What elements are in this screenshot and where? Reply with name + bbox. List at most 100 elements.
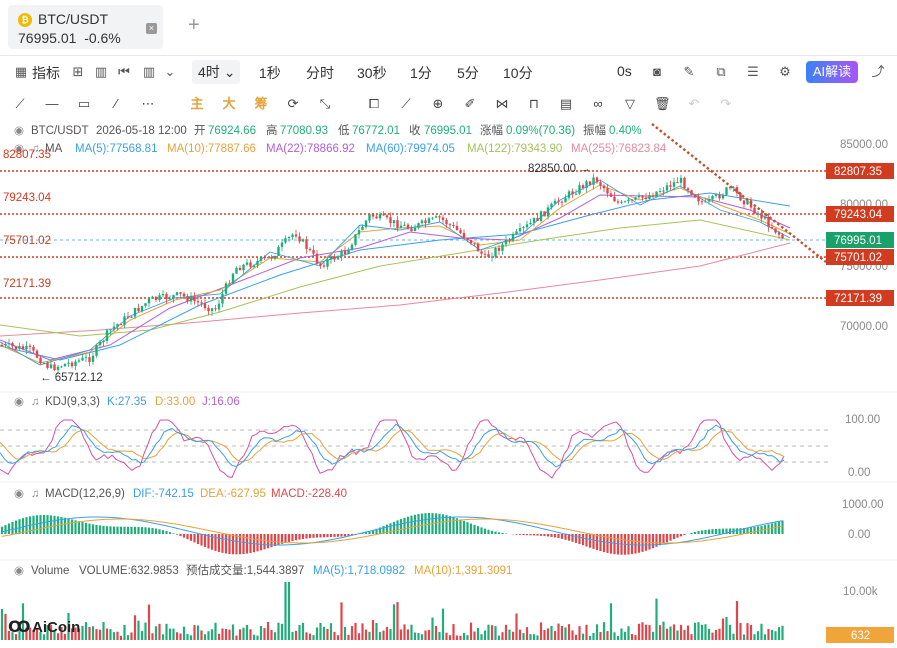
level-line-82807[interactable]: 82807.35 82807.35	[0, 149, 894, 179]
chart-area[interactable]: ◉ BTC/USDT 2026-05-18 12:00 开 76924.66 高…	[0, 118, 897, 648]
volume-bar	[382, 630, 385, 640]
add-tab-button[interactable]: +	[188, 14, 200, 36]
volume-name: Volume	[31, 565, 69, 577]
macd-bar	[252, 534, 256, 553]
volume-bar	[389, 628, 392, 640]
volume-bar	[280, 623, 284, 640]
period-1m[interactable]: 1分	[410, 65, 432, 81]
macd-bar	[487, 529, 490, 534]
brush-tool-icon[interactable]: ⁄	[114, 96, 118, 111]
macd-axis-label: 1000.00	[842, 499, 884, 511]
volume-bar	[350, 626, 354, 640]
eraser-icon[interactable]: ✐	[464, 96, 476, 111]
magnet-icon[interactable]: ⋈	[495, 96, 509, 111]
volume-bar	[210, 629, 214, 640]
volume-bar	[49, 625, 53, 640]
measure-icon[interactable]: ⤡	[319, 96, 331, 111]
zoom-in-icon[interactable]: ⊕	[432, 96, 444, 111]
period-selector[interactable]: 4时 ⌄	[192, 60, 240, 84]
macd-bar	[186, 534, 189, 540]
close-icon[interactable]: ×	[146, 23, 157, 34]
macd-bar	[438, 513, 441, 534]
list-icon[interactable]: ☰	[747, 64, 759, 79]
macd-bar	[39, 515, 42, 534]
period-1s[interactable]: 1秒	[259, 65, 281, 81]
trendline-tool-icon[interactable]: ⟋	[15, 96, 25, 111]
volume-bar	[469, 622, 473, 640]
kdj-axis-label: 0.00	[848, 467, 870, 479]
copy-icon[interactable]: ⧠	[368, 96, 380, 111]
refresh-icon[interactable]: ⟳	[287, 96, 299, 111]
bell-icon[interactable]: ♫	[31, 488, 40, 500]
period-timeline[interactable]: 分时	[306, 65, 334, 81]
eye-icon[interactable]: ◉	[14, 143, 24, 155]
volume-bar	[189, 635, 193, 640]
settings-icon[interactable]: ⚙	[779, 64, 791, 79]
main-header: ◉ BTC/USDT 2026-05-18 12:00 开 76924.66 高…	[14, 123, 642, 137]
volume-bar	[501, 632, 504, 640]
redo-icon[interactable]: ↷	[720, 96, 732, 111]
horizontal-line-tool-icon[interactable]: —	[45, 96, 59, 111]
candle-body	[361, 227, 364, 231]
downtrend-line[interactable]	[651, 123, 827, 263]
candle-body	[259, 257, 263, 261]
big-order-button[interactable]: 大	[222, 96, 236, 111]
camera-icon[interactable]: ◙	[653, 64, 661, 79]
more-tools-icon[interactable]: ⋯	[141, 96, 155, 111]
volume-bar	[588, 635, 592, 640]
eye-icon[interactable]: ◉	[14, 488, 24, 500]
indicators-button[interactable]: 指标	[32, 65, 60, 81]
filter-icon[interactable]: ▽	[625, 96, 635, 111]
volume-bar	[644, 624, 648, 640]
candle-body	[767, 216, 770, 227]
level-line-79243[interactable]: 79243.04 79243.04	[0, 192, 894, 222]
macd-bar	[329, 534, 333, 538]
grid-layout-icon[interactable]: ⊞	[72, 64, 84, 79]
volume-bar	[60, 626, 63, 640]
trend-chart-icon[interactable]: ⤴	[871, 64, 885, 79]
chart-type-icon[interactable]: ▥	[142, 64, 156, 79]
bell-icon[interactable]: ♫	[31, 143, 40, 155]
indicator-icon[interactable]: ▦	[14, 64, 28, 79]
volume-bar	[714, 629, 718, 640]
edit-icon[interactable]: ✎	[683, 64, 695, 79]
period-5m[interactable]: 5分	[457, 65, 479, 81]
period-30s[interactable]: 30秒	[357, 65, 387, 81]
eye-icon[interactable]: ◉	[14, 565, 24, 577]
level-line-72171[interactable]: 72171.39 72171.39	[0, 278, 894, 306]
volume-bar	[252, 634, 256, 640]
undo-icon[interactable]: ↶	[688, 96, 700, 111]
export-icon[interactable]: ⧉	[716, 64, 726, 79]
level-badge	[826, 163, 894, 179]
volume-bar	[518, 629, 522, 640]
macd-bar	[130, 526, 133, 534]
level-line-75701[interactable]: 75701.02 75701.02	[0, 235, 894, 265]
eye-icon[interactable]: ◉	[14, 125, 24, 137]
macd-bar	[217, 534, 221, 552]
candle-body	[424, 220, 427, 224]
level-label: 79243.04	[3, 192, 52, 204]
split-layout-icon[interactable]: ▥	[94, 64, 108, 79]
candle-body	[273, 256, 277, 259]
macd-bar	[193, 534, 196, 543]
replay-icon[interactable]: ⏮	[118, 64, 130, 79]
main-force-button[interactable]: 主	[190, 96, 204, 111]
notes-icon[interactable]: ▤	[559, 96, 573, 111]
volume-bar	[319, 622, 322, 640]
delete-icon[interactable]: 🗑	[654, 96, 671, 111]
link-icon[interactable]: ∞	[593, 96, 603, 111]
lock-icon[interactable]: ⊓	[528, 96, 540, 111]
ai-analysis-button[interactable]: AI解读	[806, 61, 858, 83]
bell-icon[interactable]: ♫	[31, 396, 40, 408]
chevron-down-icon[interactable]: ⌄	[164, 64, 176, 79]
symbol-tab[interactable]: ₿ BTC/USDT 76995.01 -0.6% ×	[8, 5, 163, 49]
candle-body	[445, 219, 448, 225]
period-10m[interactable]: 10分	[503, 65, 533, 81]
rectangle-tool-icon[interactable]: ▭	[77, 96, 91, 111]
volume-bar	[592, 632, 595, 640]
eye-icon[interactable]: ◉	[14, 396, 24, 408]
chip-button[interactable]: 筹	[254, 96, 268, 111]
volume-bar	[543, 630, 546, 640]
ruler-icon[interactable]: ⟋	[401, 96, 411, 111]
candle-body	[214, 308, 217, 310]
